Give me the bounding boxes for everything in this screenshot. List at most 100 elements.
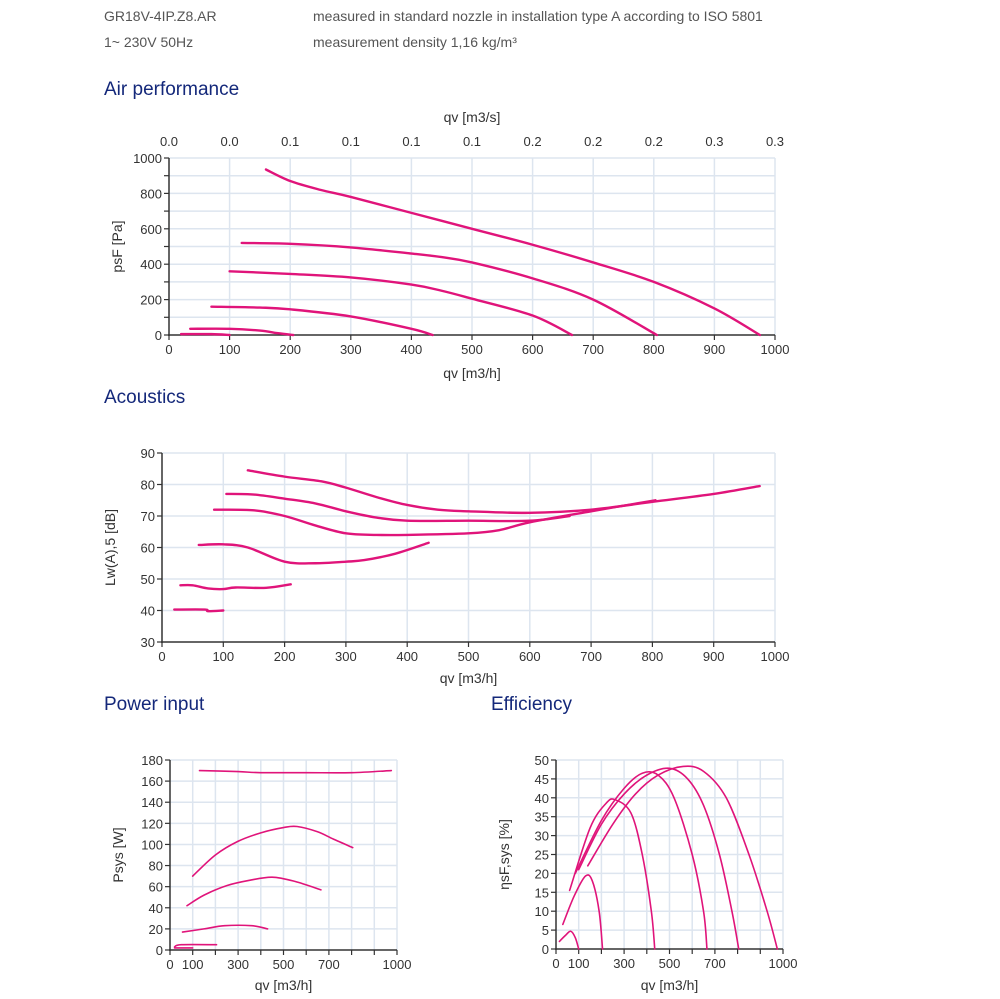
x-tick-label: 400 [401, 342, 423, 357]
x-tick-label: 800 [643, 342, 665, 357]
y-axis-label: Lw(A),5 [dB] [102, 509, 118, 586]
x-tick-label: 0 [166, 957, 173, 972]
y-tick-label: 90 [141, 446, 155, 461]
density-note: measurement density 1,16 kg/m³ [313, 34, 517, 50]
x-tick-label: 1000 [383, 957, 412, 972]
y-tick-label: 30 [141, 635, 155, 650]
series-curve-4 [181, 924, 269, 933]
series-curve-2 [225, 492, 571, 523]
y-tick-label: 40 [535, 791, 549, 806]
x-tick-label: 0 [158, 649, 165, 664]
x-tick-label: 0 [552, 956, 559, 971]
x-tick-label: 500 [659, 956, 681, 971]
y-tick-label: 140 [141, 795, 163, 810]
x-tick-label: 400 [396, 649, 418, 664]
series-curve-1 [586, 765, 779, 950]
x-tick-label: 500 [273, 957, 295, 972]
x-tick-label: 500 [458, 649, 480, 664]
x2-tick-label: 0.3 [766, 134, 784, 149]
y-tick-label: 35 [535, 810, 549, 825]
x-tick-label: 700 [582, 342, 604, 357]
series-curve-6 [558, 930, 580, 950]
chart-efficiency: 0 100 300 500 700 1000 0 5 10 15 20 25 30 35 40 45 50 qv … [496, 753, 797, 993]
x-axis-label: qv [m3/h] [443, 365, 501, 381]
x2-tick-label: 0.2 [524, 134, 542, 149]
y-tick-label: 600 [140, 222, 162, 237]
y-tick-label: 800 [140, 186, 162, 201]
x2-tick-label: 0.0 [160, 134, 178, 149]
y-tick-label: 60 [141, 541, 155, 556]
x-tick-label: 800 [642, 649, 664, 664]
series-curve-4 [197, 541, 430, 565]
y-tick-label: 0 [155, 328, 162, 343]
x-tick-label: 200 [279, 342, 301, 357]
y-tick-label: 60 [149, 880, 163, 895]
x-tick-label: 300 [335, 649, 357, 664]
series-curve-3 [212, 499, 657, 537]
y-tick-label: 70 [141, 509, 155, 524]
x-tick-label: 1000 [769, 956, 798, 971]
series-curve-3 [186, 876, 322, 907]
series-curve-5 [189, 327, 295, 337]
x2-tick-label: 0.1 [463, 134, 481, 149]
y-tick-label: 1000 [133, 151, 162, 166]
y-tick-label: 30 [535, 829, 549, 844]
x-axis-label: qv [m3/h] [641, 977, 699, 993]
supply-voltage: 1~ 230V 50Hz [104, 34, 194, 50]
y-tick-label: 160 [141, 774, 163, 789]
x-axis-label: qv [m3/h] [440, 670, 498, 686]
y-tick-label: 120 [141, 816, 163, 831]
x-tick-label: 1000 [761, 649, 790, 664]
series-curve-5 [173, 943, 218, 948]
x-axis-label: qv [m3/h] [255, 977, 313, 993]
y-tick-label: 0 [156, 943, 163, 958]
series-curve-1 [198, 769, 393, 774]
series-curve-2 [577, 767, 740, 950]
x-tick-label: 700 [704, 956, 726, 971]
x-tick-label: 500 [461, 342, 483, 357]
series-curve-4 [568, 798, 656, 950]
y-tick-label: 25 [535, 848, 549, 863]
y-tick-label: 40 [149, 901, 163, 916]
x2-tick-label: 0.1 [342, 134, 360, 149]
x2-axis-label: qv [m3/s] [444, 109, 501, 125]
series-curve-5 [179, 583, 292, 591]
section-title-efficiency: Efficiency [491, 694, 572, 715]
section-title-power-input: Power input [104, 694, 205, 715]
x2-tick-label: 0.3 [705, 134, 723, 149]
series-curve-6 [173, 608, 225, 613]
x-tick-label: 200 [274, 649, 296, 664]
y-tick-label: 20 [535, 866, 549, 881]
x-tick-label: 600 [522, 342, 544, 357]
series-curve-5 [562, 874, 604, 950]
y-tick-label: 5 [542, 923, 549, 938]
y-tick-label: 40 [141, 604, 155, 619]
x-tick-label: 100 [568, 956, 590, 971]
y-tick-label: 15 [535, 885, 549, 900]
y-tick-label: 0 [542, 942, 549, 957]
y-tick-label: 100 [141, 837, 163, 852]
y-axis-label: psF [Pa] [109, 220, 125, 272]
series-curve-3 [574, 770, 708, 950]
y-axis-label: Psys [W] [110, 827, 126, 882]
x-tick-label: 900 [703, 649, 725, 664]
x-tick-label: 700 [580, 649, 602, 664]
x-tick-label: 600 [519, 649, 541, 664]
x-tick-label: 100 [212, 649, 234, 664]
y-tick-label: 50 [141, 572, 155, 587]
y-tick-label: 10 [535, 904, 549, 919]
series-curve-6 [179, 332, 231, 337]
y-axis-label: ηsF,sys [%] [496, 819, 512, 890]
x-tick-label: 700 [318, 957, 340, 972]
y-tick-label: 80 [149, 859, 163, 874]
section-title-acoustics: Acoustics [104, 387, 186, 408]
x-tick-label: 300 [340, 342, 362, 357]
y-tick-label: 200 [140, 293, 162, 308]
y-tick-label: 180 [141, 753, 163, 768]
x2-tick-label: 0.2 [584, 134, 602, 149]
x-tick-label: 1000 [761, 342, 790, 357]
y-tick-label: 20 [149, 922, 163, 937]
x-tick-label: 100 [219, 342, 241, 357]
chart-power: 0 100 300 500 700 1000 0 20 40 60 80 100 120 140 160 18… [110, 753, 411, 993]
